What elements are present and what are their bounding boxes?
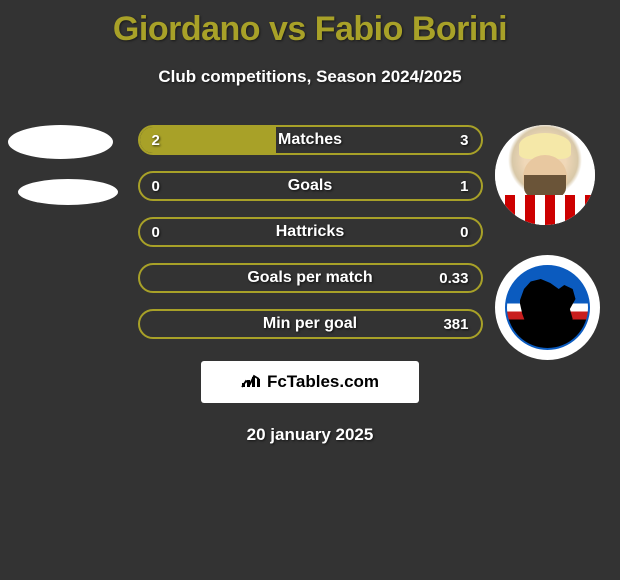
stat-row: Goals per match0.33 (138, 263, 483, 293)
left-player-column (8, 125, 118, 225)
comparison-content: 2Matches30Goals10Hattricks0Goals per mat… (0, 125, 620, 445)
stat-value-right: 3 (460, 127, 468, 153)
branding-badge: FcTables.com (201, 361, 419, 403)
stat-label: Hattricks (140, 219, 481, 245)
right-player-avatar (495, 125, 595, 225)
stat-label: Goals (140, 173, 481, 199)
subtitle: Club competitions, Season 2024/2025 (0, 67, 620, 87)
right-club-badge (495, 255, 600, 360)
page-title: Giordano vs Fabio Borini (0, 0, 620, 49)
stat-label: Goals per match (140, 265, 481, 291)
stat-row: 2Matches3 (138, 125, 483, 155)
date-label: 20 january 2025 (0, 425, 620, 445)
stat-row: Min per goal381 (138, 309, 483, 339)
stat-row: 0Hattricks0 (138, 217, 483, 247)
stat-label: Matches (140, 127, 481, 153)
stat-label: Min per goal (140, 311, 481, 337)
left-club-badge-placeholder (18, 179, 118, 205)
left-player-avatar-placeholder (8, 125, 113, 159)
branding-text: FcTables.com (267, 372, 379, 392)
stat-row: 0Goals1 (138, 171, 483, 201)
stat-value-right: 0 (460, 219, 468, 245)
chart-line-icon (241, 372, 261, 393)
stat-value-right: 1 (460, 173, 468, 199)
right-player-column (495, 125, 600, 360)
stat-value-right: 0.33 (439, 265, 468, 291)
stat-value-right: 381 (443, 311, 468, 337)
stats-bars: 2Matches30Goals10Hattricks0Goals per mat… (138, 125, 483, 339)
